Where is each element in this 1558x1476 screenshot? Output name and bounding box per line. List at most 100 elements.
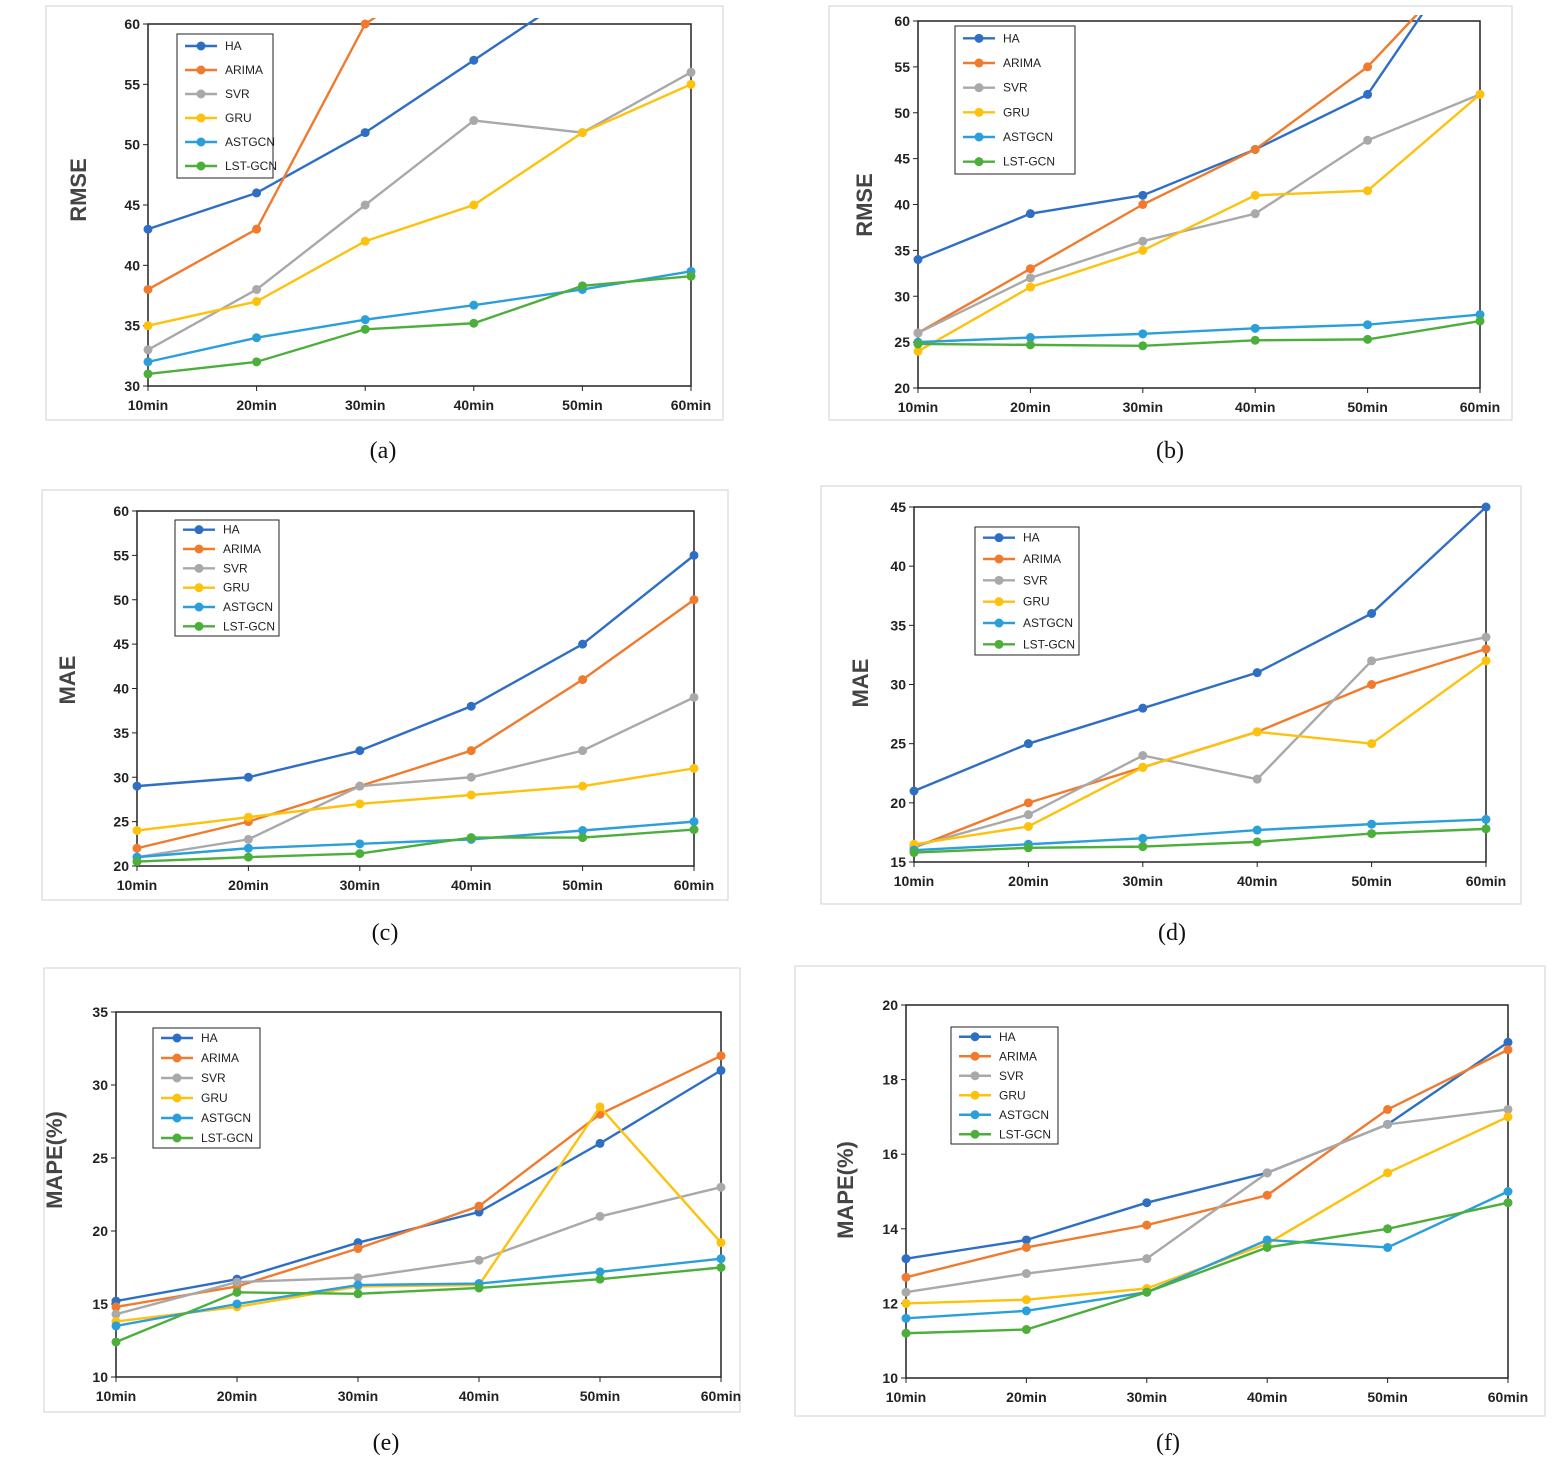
plot-area: [115, 1011, 722, 1378]
data-point-lst-gcn: [355, 849, 365, 859]
data-point-gru: [360, 236, 370, 246]
data-point-ha: [1025, 209, 1035, 219]
x-tick-label: 30min: [340, 877, 380, 893]
data-point-gru: [243, 812, 253, 822]
data-point-arima: [716, 1051, 726, 1061]
data-point-lst-gcn: [1138, 341, 1148, 351]
series-line-svr: [905, 1108, 1509, 1294]
y-tick-label: 50: [113, 592, 129, 608]
data-point-ha: [578, 639, 588, 649]
y-axis-label: RMSE: [852, 173, 877, 237]
data-point-arima: [466, 746, 476, 756]
x-tick-label: 20min: [217, 1388, 257, 1404]
y-tick-label: 35: [890, 617, 906, 633]
data-point-astgcn: [1138, 329, 1148, 339]
data-point-gru: [469, 200, 479, 210]
data-point-svr: [353, 1273, 363, 1283]
y-tick-label: 45: [894, 151, 910, 167]
legend-label: SVR: [225, 87, 250, 101]
data-point-ha: [1367, 609, 1377, 618]
data-point-arima: [1262, 1190, 1272, 1200]
legend-swatch-marker: [970, 1071, 980, 1081]
data-point-svr: [913, 328, 923, 338]
series-group: [143, 18, 696, 379]
data-point-ha: [1021, 1235, 1031, 1245]
data-point-gru: [686, 79, 696, 89]
data-point-ha: [1023, 739, 1033, 749]
legend-label: SVR: [1023, 573, 1048, 587]
data-point-astgcn: [143, 357, 153, 367]
data-point-astgcn: [1367, 819, 1377, 829]
data-point-lst-gcn: [1383, 1224, 1393, 1234]
y-tick-label: 10: [92, 1369, 108, 1385]
legend-swatch-marker: [970, 1051, 980, 1061]
data-point-astgcn: [1025, 333, 1035, 343]
legend-swatch-marker: [194, 583, 204, 593]
chart-frame: [794, 965, 1546, 1417]
y-tick-label: 45: [124, 197, 140, 213]
data-point-ha: [1503, 1037, 1513, 1047]
legend-swatch-marker: [172, 1093, 182, 1103]
legend-swatch-marker: [172, 1053, 182, 1063]
data-point-arima: [132, 843, 142, 853]
data-point-svr: [1025, 273, 1035, 283]
data-point-arima: [474, 1201, 484, 1211]
data-point-gru: [1363, 186, 1373, 196]
data-point-astgcn: [111, 1321, 121, 1331]
data-point-astgcn: [252, 333, 262, 343]
y-axis-label: RMSE: [66, 158, 91, 222]
series-line-lst-gcn: [917, 319, 1481, 347]
data-point-svr: [578, 746, 588, 756]
y-tick-label: 35: [894, 242, 910, 258]
legend-label: HA: [201, 1031, 218, 1045]
chart-c: 20 25 30 35 40 45 50 55 60 10min 20min 30min 40min 50…: [41, 489, 729, 946]
legend-swatch-marker: [196, 89, 206, 99]
y-tick-label: 25: [890, 736, 906, 752]
series-line-gru: [913, 659, 1487, 846]
data-point-gru: [595, 1102, 605, 1112]
subfigure-caption: (b): [1156, 438, 1184, 464]
series-line-gru: [917, 93, 1481, 353]
data-point-lst-gcn: [595, 1274, 605, 1284]
data-point-svr: [1250, 209, 1260, 219]
series-line-lst-gcn: [147, 274, 692, 376]
series-group: [901, 1037, 1513, 1338]
legend-label: LST-GCN: [1003, 155, 1055, 169]
subfigure-caption: (a): [370, 438, 397, 464]
series-group: [111, 1051, 726, 1347]
x-tick-label: 40min: [454, 397, 494, 413]
subfigure-caption: (f): [1156, 1430, 1180, 1456]
data-point-lst-gcn: [1250, 335, 1260, 345]
legend-swatch-marker: [196, 137, 206, 147]
x-tick-label: 40min: [1235, 399, 1275, 415]
legend-label: GRU: [201, 1091, 228, 1105]
data-point-gru: [143, 321, 153, 331]
legend-label: ARIMA: [225, 63, 263, 77]
data-point-arima: [1025, 264, 1035, 274]
y-tick-label: 40: [894, 197, 910, 213]
legend-swatch-marker: [994, 597, 1004, 607]
y-tick-label: 30: [894, 288, 910, 304]
x-tick-label: 30min: [1123, 399, 1163, 415]
legend-label: LST-GCN: [1023, 637, 1075, 651]
data-point-lst-gcn: [909, 848, 919, 858]
data-point-ha: [1138, 703, 1148, 713]
data-point-lst-gcn: [232, 1287, 242, 1297]
data-point-svr: [1481, 632, 1491, 642]
x-tick-label: 30min: [1127, 1389, 1167, 1405]
legend-label: ASTGCN: [1003, 130, 1053, 144]
subfigure-caption: (d): [1158, 920, 1186, 946]
legend-swatch-marker: [974, 132, 984, 142]
legend-box: [152, 1027, 261, 1149]
x-tick-label: 10min: [128, 397, 168, 413]
data-point-lst-gcn: [1025, 340, 1035, 350]
data-point-lst-gcn: [689, 825, 699, 835]
data-point-arima: [111, 1302, 121, 1312]
series-line-arima: [115, 1054, 722, 1309]
data-point-gru: [252, 297, 262, 307]
y-tick-label: 10: [882, 1370, 898, 1386]
data-point-arima: [143, 284, 153, 294]
series-line-arima: [905, 1048, 1509, 1279]
y-tick-label: 35: [92, 1004, 108, 1020]
x-tick-label: 40min: [459, 1388, 499, 1404]
